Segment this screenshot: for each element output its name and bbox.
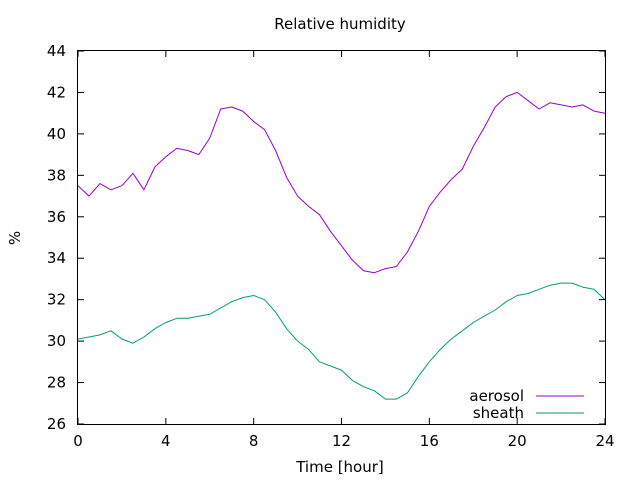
series-line-aerosol <box>77 91 606 274</box>
x-tick-label: 16 <box>420 432 439 450</box>
x-tick-label: 20 <box>508 432 527 450</box>
y-tick-label: 42 <box>47 83 66 101</box>
x-tick-label: 4 <box>161 432 171 450</box>
y-axis-label: % <box>6 231 24 245</box>
y-tick-label: 28 <box>47 374 66 392</box>
x-tick-label: 12 <box>332 432 351 450</box>
legend-label-aerosol: aerosol <box>469 387 524 405</box>
tick-layer: 0 4 8 12 16 20 24 26 28 30 32 34 36 38 40 42 44 <box>47 42 615 450</box>
plot-frame <box>77 50 606 425</box>
y-tick-label: 40 <box>47 125 66 143</box>
legend-label-sheath: sheath <box>473 404 524 422</box>
y-tick-label: 44 <box>47 42 66 60</box>
series-line-sheath <box>77 282 606 400</box>
y-tick-label: 34 <box>47 249 66 267</box>
y-tick-label: 30 <box>47 332 66 350</box>
x-tick-label: 8 <box>249 432 259 450</box>
series-layer <box>77 91 606 400</box>
x-axis-label: Time [hour] <box>295 458 384 476</box>
y-tick-label: 38 <box>47 166 66 184</box>
x-tick-label: 0 <box>73 432 83 450</box>
legend: aerosol sheath <box>469 387 584 422</box>
y-tick-label: 32 <box>47 291 66 309</box>
chart-title: Relative humidity <box>274 15 406 33</box>
y-tick-label: 26 <box>47 415 66 433</box>
y-tick-label: 36 <box>47 208 66 226</box>
x-tick-label: 24 <box>595 432 614 450</box>
